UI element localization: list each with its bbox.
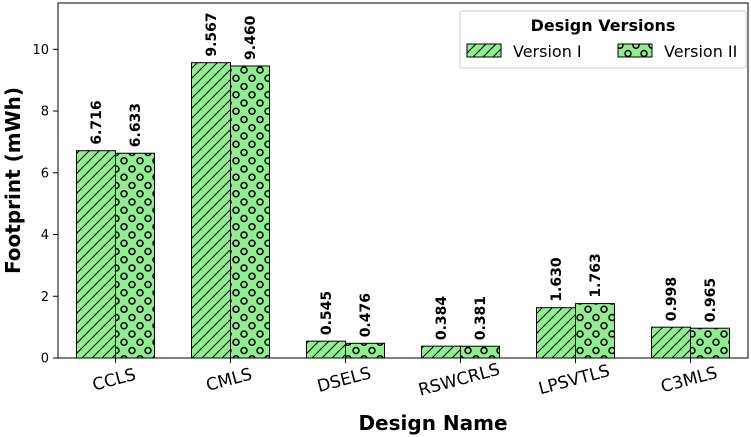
legend-swatch-version-ii — [617, 43, 653, 58]
legend-swatch-version-i — [466, 43, 502, 58]
y-tick-label: 0 — [41, 352, 49, 367]
bar-version-i — [536, 307, 576, 359]
bar-version-i — [191, 62, 231, 359]
data-label: 6.633 — [128, 103, 144, 147]
data-label: 0.381 — [473, 296, 489, 340]
data-label: 0.476 — [358, 293, 374, 337]
bar-version-ii — [575, 303, 615, 359]
data-label: 0.545 — [319, 291, 335, 335]
y-tick-label: 6 — [41, 166, 49, 181]
data-label: 0.384 — [434, 296, 450, 341]
x-tick-label: CCLS — [90, 365, 138, 396]
x-tick-label: C3MLS — [659, 363, 720, 397]
x-tick-label: LPSVTLS — [536, 361, 611, 399]
y-tick-label: 10 — [32, 43, 49, 58]
y-tick-label: 4 — [41, 228, 49, 243]
y-tick-label: 8 — [41, 105, 49, 120]
bar-version-i — [306, 340, 346, 359]
data-label: 6.716 — [89, 100, 105, 144]
bar-version-ii — [690, 327, 730, 359]
legend: Design Versions Version I Version II — [459, 10, 747, 69]
bar-version-ii — [460, 345, 500, 359]
bar-version-i — [421, 345, 461, 359]
data-label: 1.763 — [588, 253, 604, 297]
data-label: 0.965 — [703, 278, 719, 322]
legend-label-version-ii: Version II — [664, 42, 737, 61]
bar-version-ii — [230, 65, 270, 359]
plot-frame — [57, 2, 749, 359]
legend-frame — [459, 10, 747, 69]
legend-label-version-i: Version I — [513, 42, 582, 61]
data-label: 9.460 — [243, 15, 259, 60]
bar-version-ii — [345, 342, 385, 359]
x-tick-label: DSELS — [315, 363, 373, 397]
x-axis-title: Design Name — [358, 411, 507, 435]
bar-version-i — [651, 326, 691, 359]
data-label: 1.630 — [549, 257, 565, 302]
data-label: 9.567 — [204, 12, 220, 56]
y-tick-label: 2 — [41, 290, 49, 305]
bar-version-i — [76, 150, 116, 359]
y-axis-title: Footprint (mWh) — [1, 87, 25, 274]
bar-version-ii — [115, 152, 155, 359]
x-tick-label: CMLS — [204, 364, 254, 395]
x-tick-label: RSWCRLS — [416, 360, 502, 401]
data-label: 0.998 — [664, 277, 680, 321]
legend-title: Design Versions — [531, 16, 676, 35]
